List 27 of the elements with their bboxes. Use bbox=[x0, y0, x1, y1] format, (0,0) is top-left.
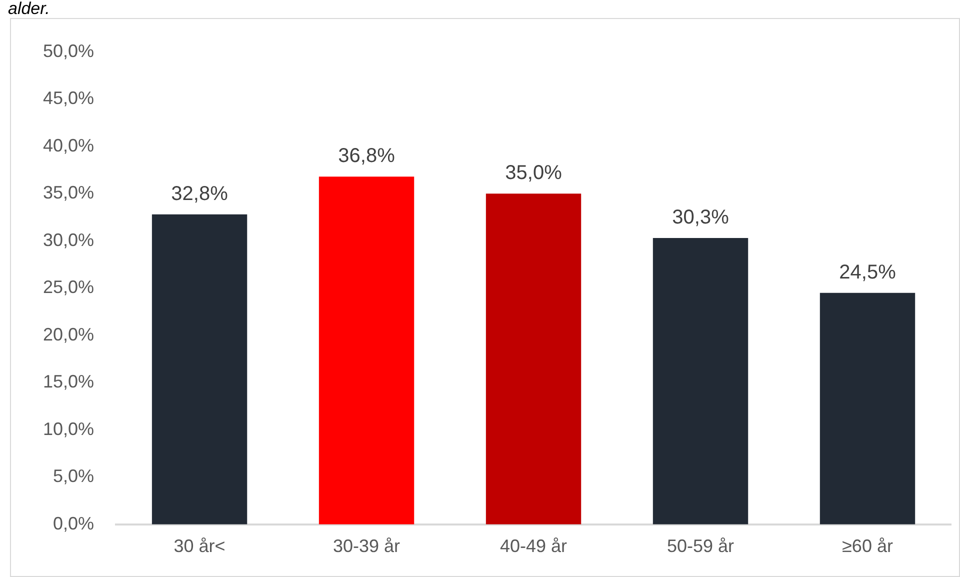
y-tick-label: 35,0% bbox=[42, 182, 94, 203]
bar bbox=[152, 214, 248, 524]
y-tick-label: 15,0% bbox=[42, 372, 94, 392]
x-tick-label: ≥60 år bbox=[842, 536, 893, 556]
chart-title: alder. bbox=[8, 0, 50, 18]
y-tick-label: 30,0% bbox=[42, 230, 94, 250]
y-tick-label: 45,0% bbox=[42, 88, 94, 108]
x-tick-label: 40-49 år bbox=[500, 536, 568, 556]
y-tick-label: 50,0% bbox=[42, 40, 94, 61]
data-label: 32,8% bbox=[171, 182, 228, 205]
bar bbox=[318, 176, 414, 524]
bar bbox=[652, 238, 748, 524]
x-tick-label: 30-39 år bbox=[333, 536, 400, 556]
data-label: 30,3% bbox=[672, 206, 730, 229]
data-label: 36,8% bbox=[338, 145, 396, 168]
y-tick-label: 20,0% bbox=[42, 324, 94, 344]
bar bbox=[820, 292, 916, 524]
y-tick-label: 0,0% bbox=[53, 513, 94, 534]
x-tick-label: 50-59 år bbox=[666, 536, 734, 556]
y-tick-label: 25,0% bbox=[42, 277, 94, 298]
data-label: 35,0% bbox=[505, 162, 562, 184]
data-label: 24,5% bbox=[839, 261, 896, 284]
y-tick-label: 40,0% bbox=[42, 135, 94, 156]
bar bbox=[486, 194, 582, 524]
y-tick-label: 10,0% bbox=[42, 418, 94, 439]
y-tick-label: 5,0% bbox=[53, 466, 94, 486]
x-tick-label: 30 år< bbox=[174, 536, 226, 556]
